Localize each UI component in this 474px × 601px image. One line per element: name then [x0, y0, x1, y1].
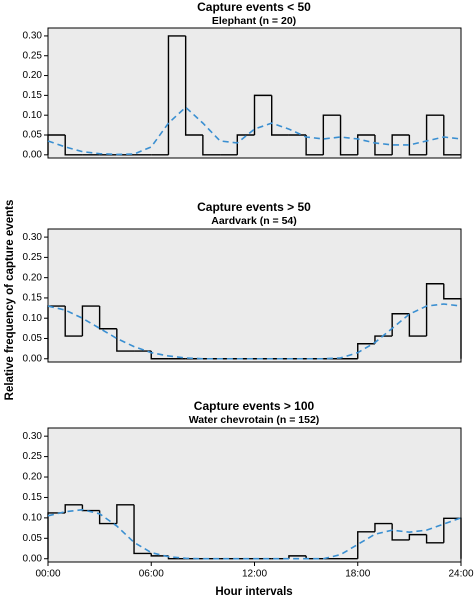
- histogram-bar: [271, 95, 289, 136]
- histogram-bar: [305, 135, 324, 156]
- histogram-bar: [236, 134, 255, 155]
- x-tick-label: 00:00: [35, 569, 60, 580]
- panel-title: Capture events > 50: [197, 200, 311, 214]
- plot-area: [47, 427, 462, 563]
- y-tick-label: 0.15: [23, 293, 43, 304]
- histogram-bar: [339, 115, 358, 156]
- histogram-bar: [253, 94, 272, 136]
- panel-title: Capture events < 50: [197, 0, 311, 14]
- y-tick-label: 0.10: [23, 110, 43, 121]
- y-tick-label: 0.20: [23, 472, 43, 483]
- x-tick-label: 12:00: [242, 569, 267, 580]
- histogram-bar: [408, 533, 427, 540]
- panel-subtitle: Elephant (n = 20): [212, 15, 296, 27]
- density-curve: [47, 508, 462, 560]
- y-tick-label: 0.25: [23, 50, 43, 61]
- histogram-bar: [322, 114, 341, 155]
- plot-area: [47, 27, 462, 159]
- histogram-bar: [64, 504, 83, 513]
- histogram-bar: [357, 531, 375, 559]
- histogram-bar: [288, 555, 307, 559]
- histogram-bar: [202, 135, 221, 156]
- histogram-bar: [150, 553, 169, 557]
- y-tick-label: 0.00: [23, 353, 43, 364]
- histogram-bar: [357, 134, 375, 155]
- y-tick-label: 0.05: [23, 533, 43, 544]
- histogram-bar: [391, 523, 410, 541]
- histogram-bar: [374, 522, 393, 532]
- panel-title: Capture events > 100: [194, 399, 315, 413]
- y-tick-label: 0.20: [23, 70, 43, 81]
- histogram-bar: [443, 283, 462, 359]
- y-tick-label: 0.05: [23, 130, 43, 141]
- y-tick-label: 0.30: [23, 431, 43, 442]
- histogram-bar: [133, 504, 152, 555]
- panel-subtitle: Water chevrotain (n = 152): [189, 414, 320, 426]
- density-curve: [47, 303, 462, 360]
- y-axis-label: Relative frequency of capture events: [4, 200, 16, 401]
- y-tick-label: 0.20: [23, 272, 43, 283]
- y-tick-label: 0.15: [23, 90, 43, 101]
- x-tick-label: 06:00: [139, 569, 164, 580]
- histogram-bar: [374, 335, 393, 344]
- histogram-bar: [357, 343, 375, 359]
- density-curve: [47, 106, 462, 156]
- histogram-bar: [443, 517, 462, 559]
- histogram-bar: [64, 135, 83, 156]
- histogram-bar: [167, 35, 186, 155]
- y-tick-label: 0.10: [23, 513, 43, 524]
- y-tick-label: 0.05: [23, 333, 43, 344]
- panel-subtitle: Aardvark (n = 54): [211, 215, 297, 227]
- y-tick-label: 0.00: [23, 553, 43, 564]
- histogram-bar: [116, 328, 135, 352]
- histogram-bar: [64, 306, 83, 337]
- histogram-bar: [150, 351, 169, 360]
- y-tick-label: 0.00: [23, 149, 43, 160]
- histogram-bar: [98, 306, 117, 330]
- histogram-bar: [98, 510, 117, 525]
- histogram-bar: [374, 135, 393, 156]
- histogram-bar: [81, 305, 100, 337]
- y-tick-label: 0.10: [23, 313, 43, 324]
- histogram-bar: [408, 313, 427, 337]
- plot-area: [47, 228, 462, 363]
- y-tick-label: 0.30: [23, 31, 43, 42]
- y-tick-label: 0.15: [23, 492, 43, 503]
- histogram-bar: [408, 135, 427, 156]
- x-tick-label: 24:00: [448, 569, 473, 580]
- histogram-bar: [391, 134, 410, 155]
- histogram-bar: [116, 504, 135, 524]
- y-tick-label: 0.25: [23, 252, 43, 263]
- histogram-bar: [184, 35, 203, 136]
- x-tick-label: 18:00: [345, 569, 370, 580]
- y-tick-label: 0.30: [23, 232, 43, 243]
- x-axis-label: Hour intervals: [215, 586, 292, 598]
- histogram-bar: [443, 115, 461, 156]
- histogram-bar: [425, 534, 444, 544]
- histogram-bar: [425, 283, 444, 337]
- y-tick-label: 0.25: [23, 451, 43, 462]
- histogram-bar: [47, 134, 66, 155]
